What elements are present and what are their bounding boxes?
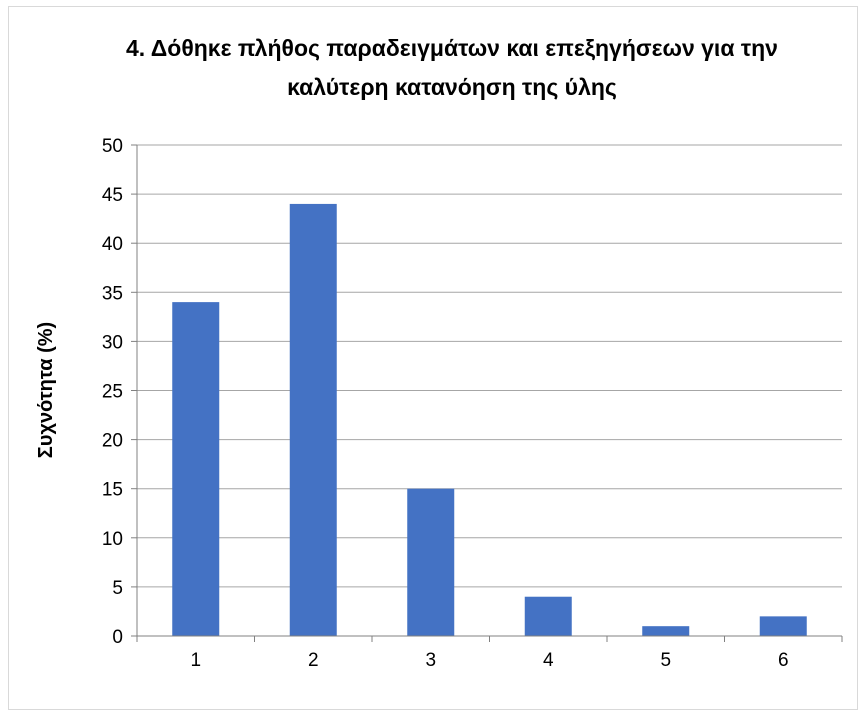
y-tick-label-35: 35 <box>102 283 123 304</box>
bar-6 <box>759 616 807 636</box>
bar-2 <box>289 203 337 637</box>
y-tick-label-50: 50 <box>102 136 123 157</box>
gridlines <box>131 144 842 637</box>
y-tick-label-5: 5 <box>112 578 123 599</box>
y-tick-label-10: 10 <box>102 529 123 550</box>
x-tick-label-5: 5 <box>660 650 671 671</box>
y-axis-label: Συχνότητα (%) <box>35 322 57 458</box>
x-tick-label-1: 1 <box>190 650 201 671</box>
chart-title-line-1: 4. Δόθηκε πλήθος παραδειγμάτων και επεξη… <box>126 35 778 61</box>
bar-4 <box>524 596 572 636</box>
bar-3 <box>407 488 455 636</box>
x-tick-label-3: 3 <box>425 650 436 671</box>
y-tick-label-25: 25 <box>102 382 123 403</box>
bar-1 <box>172 302 220 636</box>
x-tick-label-2: 2 <box>308 650 319 671</box>
y-tick-label-0: 0 <box>112 627 123 648</box>
chart-title-line-2: καλύτερη κατανόηση της ύλης <box>287 74 617 100</box>
x-tick-label-6: 6 <box>778 650 789 671</box>
x-tick-label-4: 4 <box>543 650 554 671</box>
x-tick-labels: 1 2 3 4 5 6 <box>190 650 788 671</box>
y-tick-label-15: 15 <box>102 480 123 501</box>
y-tick-label-45: 45 <box>102 185 123 206</box>
bars <box>172 203 807 637</box>
axes <box>136 145 843 642</box>
y-tick-label-40: 40 <box>102 234 123 255</box>
y-tick-labels: 0 5 10 15 20 25 30 35 40 45 50 <box>102 136 123 648</box>
bar-5 <box>642 626 690 636</box>
y-tick-label-30: 30 <box>102 332 123 353</box>
y-tick-label-20: 20 <box>102 431 123 452</box>
